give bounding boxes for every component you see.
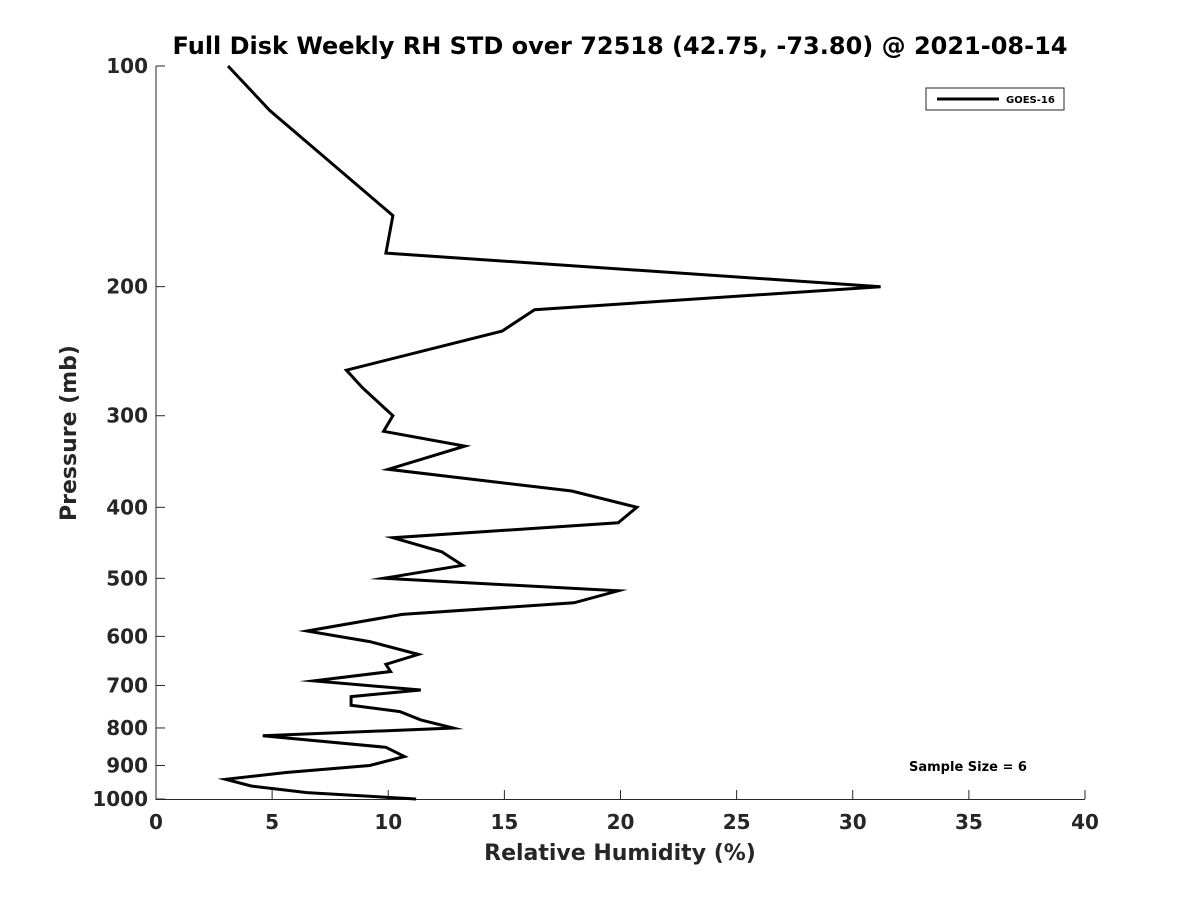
y-tick-label: 200 [106, 275, 148, 299]
y-tick-label: 800 [106, 716, 148, 740]
x-tick-label: 30 [839, 810, 867, 834]
y-tick-label: 100 [106, 54, 148, 78]
legend-label-goes-16: GOES-16 [1006, 95, 1055, 106]
x-tick-label: 25 [723, 810, 751, 834]
y-tick-label: 1000 [92, 787, 148, 811]
y-tick-label: 300 [106, 404, 148, 428]
y-tick-label: 900 [106, 753, 148, 777]
x-tick-label: 15 [490, 810, 518, 834]
y-tick-label: 500 [106, 566, 148, 590]
x-tick-label: 20 [607, 810, 635, 834]
series-lines [217, 64, 881, 801]
x-tick-label: 40 [1071, 810, 1099, 834]
y-tick-label: 600 [106, 624, 148, 648]
x-tick-label: 5 [265, 810, 279, 834]
x-tick-label: 0 [149, 810, 163, 834]
y-tick-label: 400 [106, 495, 148, 519]
y-axis-ticks: 100 200 300 400 500 600 700 800 900 1000 [92, 54, 165, 811]
x-tick-label: 35 [955, 810, 983, 834]
plot-area [156, 66, 1085, 799]
x-axis-label: Relative Humidity (%) [484, 841, 756, 866]
x-axis-ticks: 0 5 10 15 20 25 30 35 40 [149, 790, 1099, 834]
y-tick-label: 700 [106, 673, 148, 697]
legend: GOES-16 [925, 87, 1065, 111]
chart-title: Full Disk Weekly RH STD over 72518 (42.7… [173, 32, 1068, 60]
axes [155, 66, 1085, 800]
x-tick-label: 10 [374, 810, 402, 834]
sample-size-annotation: Sample Size = 6 [909, 760, 1027, 775]
y-axis-label: Pressure (mb) [57, 345, 82, 521]
series-line-goes-16 [217, 64, 881, 801]
